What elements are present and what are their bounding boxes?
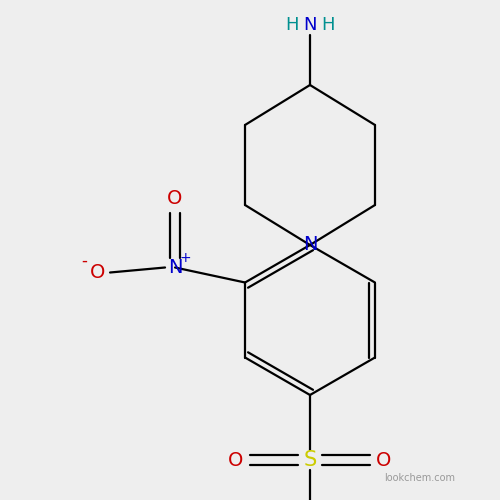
Text: S: S — [304, 450, 316, 470]
Text: O: O — [228, 450, 244, 469]
Text: +: + — [179, 250, 191, 264]
Text: H: H — [321, 16, 335, 34]
Text: -: - — [81, 252, 87, 270]
Text: N: N — [303, 16, 317, 34]
Text: H: H — [285, 16, 299, 34]
Text: lookchem.com: lookchem.com — [384, 473, 456, 483]
Text: N: N — [168, 258, 182, 277]
Text: N: N — [303, 236, 318, 255]
Text: O: O — [90, 263, 106, 282]
Text: O: O — [376, 450, 392, 469]
Text: O: O — [168, 189, 182, 208]
